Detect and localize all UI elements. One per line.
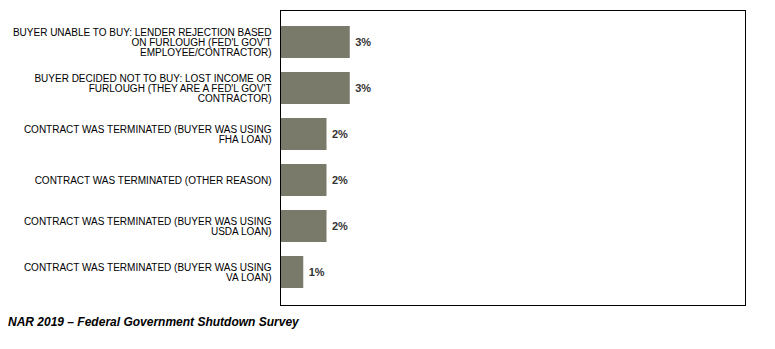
- svg-text:3%: 3%: [355, 82, 371, 94]
- svg-text:2%: 2%: [332, 128, 348, 140]
- svg-text:BUYER UNABLE TO BUY: LENDER RE: BUYER UNABLE TO BUY: LENDER REJECTION BA…: [13, 27, 272, 58]
- svg-text:3%: 3%: [355, 36, 371, 48]
- html-text:NAR 2019 – Federal Government: NAR 2019 – Federal Government Shutdown S…: [8, 315, 299, 329]
- svg-text:CONTRACT WAS TERMINATED (BUYER: CONTRACT WAS TERMINATED (BUYER WAS USING…: [24, 124, 272, 145]
- svg-text:BUYER DECIDED NOT TO BUY: LOST: BUYER DECIDED NOT TO BUY: LOST INCOME OR…: [34, 73, 271, 104]
- svg-text:1%: 1%: [309, 266, 325, 278]
- svg-text:CONTRACT WAS TERMINATED (BUYER: CONTRACT WAS TERMINATED (BUYER WAS USING…: [24, 216, 272, 237]
- svg-text:CONTRACT WAS TERMINATED (BUYER: CONTRACT WAS TERMINATED (BUYER WAS USING…: [24, 262, 272, 283]
- svg-text:2%: 2%: [332, 220, 348, 232]
- svg-text:2%: 2%: [332, 174, 348, 186]
- svg-text:CONTRACT WAS TERMINATED (OTHER: CONTRACT WAS TERMINATED (OTHER REASON): [35, 175, 272, 186]
